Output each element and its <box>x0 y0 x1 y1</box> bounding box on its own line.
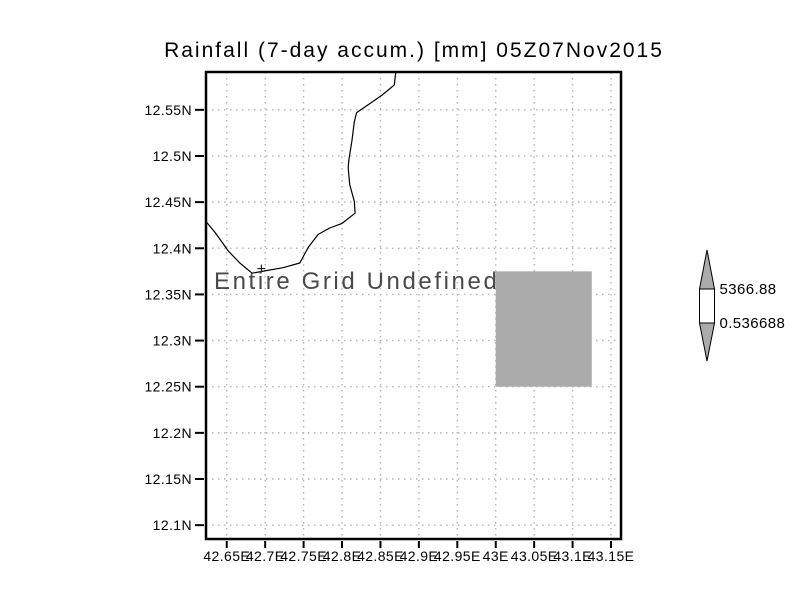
colorbar-range-box <box>699 288 715 324</box>
lon-tick-label: 42.95E <box>434 548 481 564</box>
colorbar-down-arrow-icon <box>698 322 716 362</box>
lat-tick-label: 12.25N <box>144 379 192 395</box>
colorbar-max-label: 5366.88 <box>720 281 777 298</box>
coastline <box>205 71 397 274</box>
lon-tick-label: 43E <box>483 548 509 564</box>
lon-tick-label: 42.65E <box>203 548 250 564</box>
plot-border <box>204 70 623 541</box>
lat-tick-label: 12.15N <box>144 471 192 487</box>
lon-tick-label: 43.05E <box>511 548 558 564</box>
lon-tick-label: 42.85E <box>357 548 404 564</box>
grid-undefined-message: Entire Grid Undefined <box>214 268 499 295</box>
lat-tick-label: 12.35N <box>144 286 192 302</box>
colorbar-min-label: 0.536688 <box>720 315 786 332</box>
lat-tick-label: 12.4N <box>153 240 192 256</box>
lon-tick-label: 43.1E <box>553 548 592 564</box>
lat-tick-label: 12.45N <box>144 194 192 210</box>
plot-title: Rainfall (7-day accum.) [mm] 05Z07Nov201… <box>164 39 664 62</box>
colorbar: 5366.88 0.536688 <box>698 249 786 362</box>
lon-tick-label: 42.9E <box>400 548 439 564</box>
lat-tick-label: 12.3N <box>153 333 192 349</box>
lon-tick-label: 43.15E <box>588 548 635 564</box>
lat-tick-label: 12.5N <box>153 148 192 164</box>
coastline-cross-marker <box>257 264 266 273</box>
lon-tick-label: 42.7E <box>246 548 285 564</box>
undefined-grid-cell <box>495 271 592 387</box>
lon-tick-label: 42.8E <box>323 548 362 564</box>
lat-tick-label: 12.1N <box>153 517 192 533</box>
lat-tick-label: 12.2N <box>153 425 192 441</box>
axis-ticks-layer <box>195 108 613 548</box>
lat-tick-label: 12.55N <box>144 102 192 118</box>
lon-tick-label: 42.75E <box>280 548 327 564</box>
colorbar-up-arrow-icon <box>698 249 716 290</box>
